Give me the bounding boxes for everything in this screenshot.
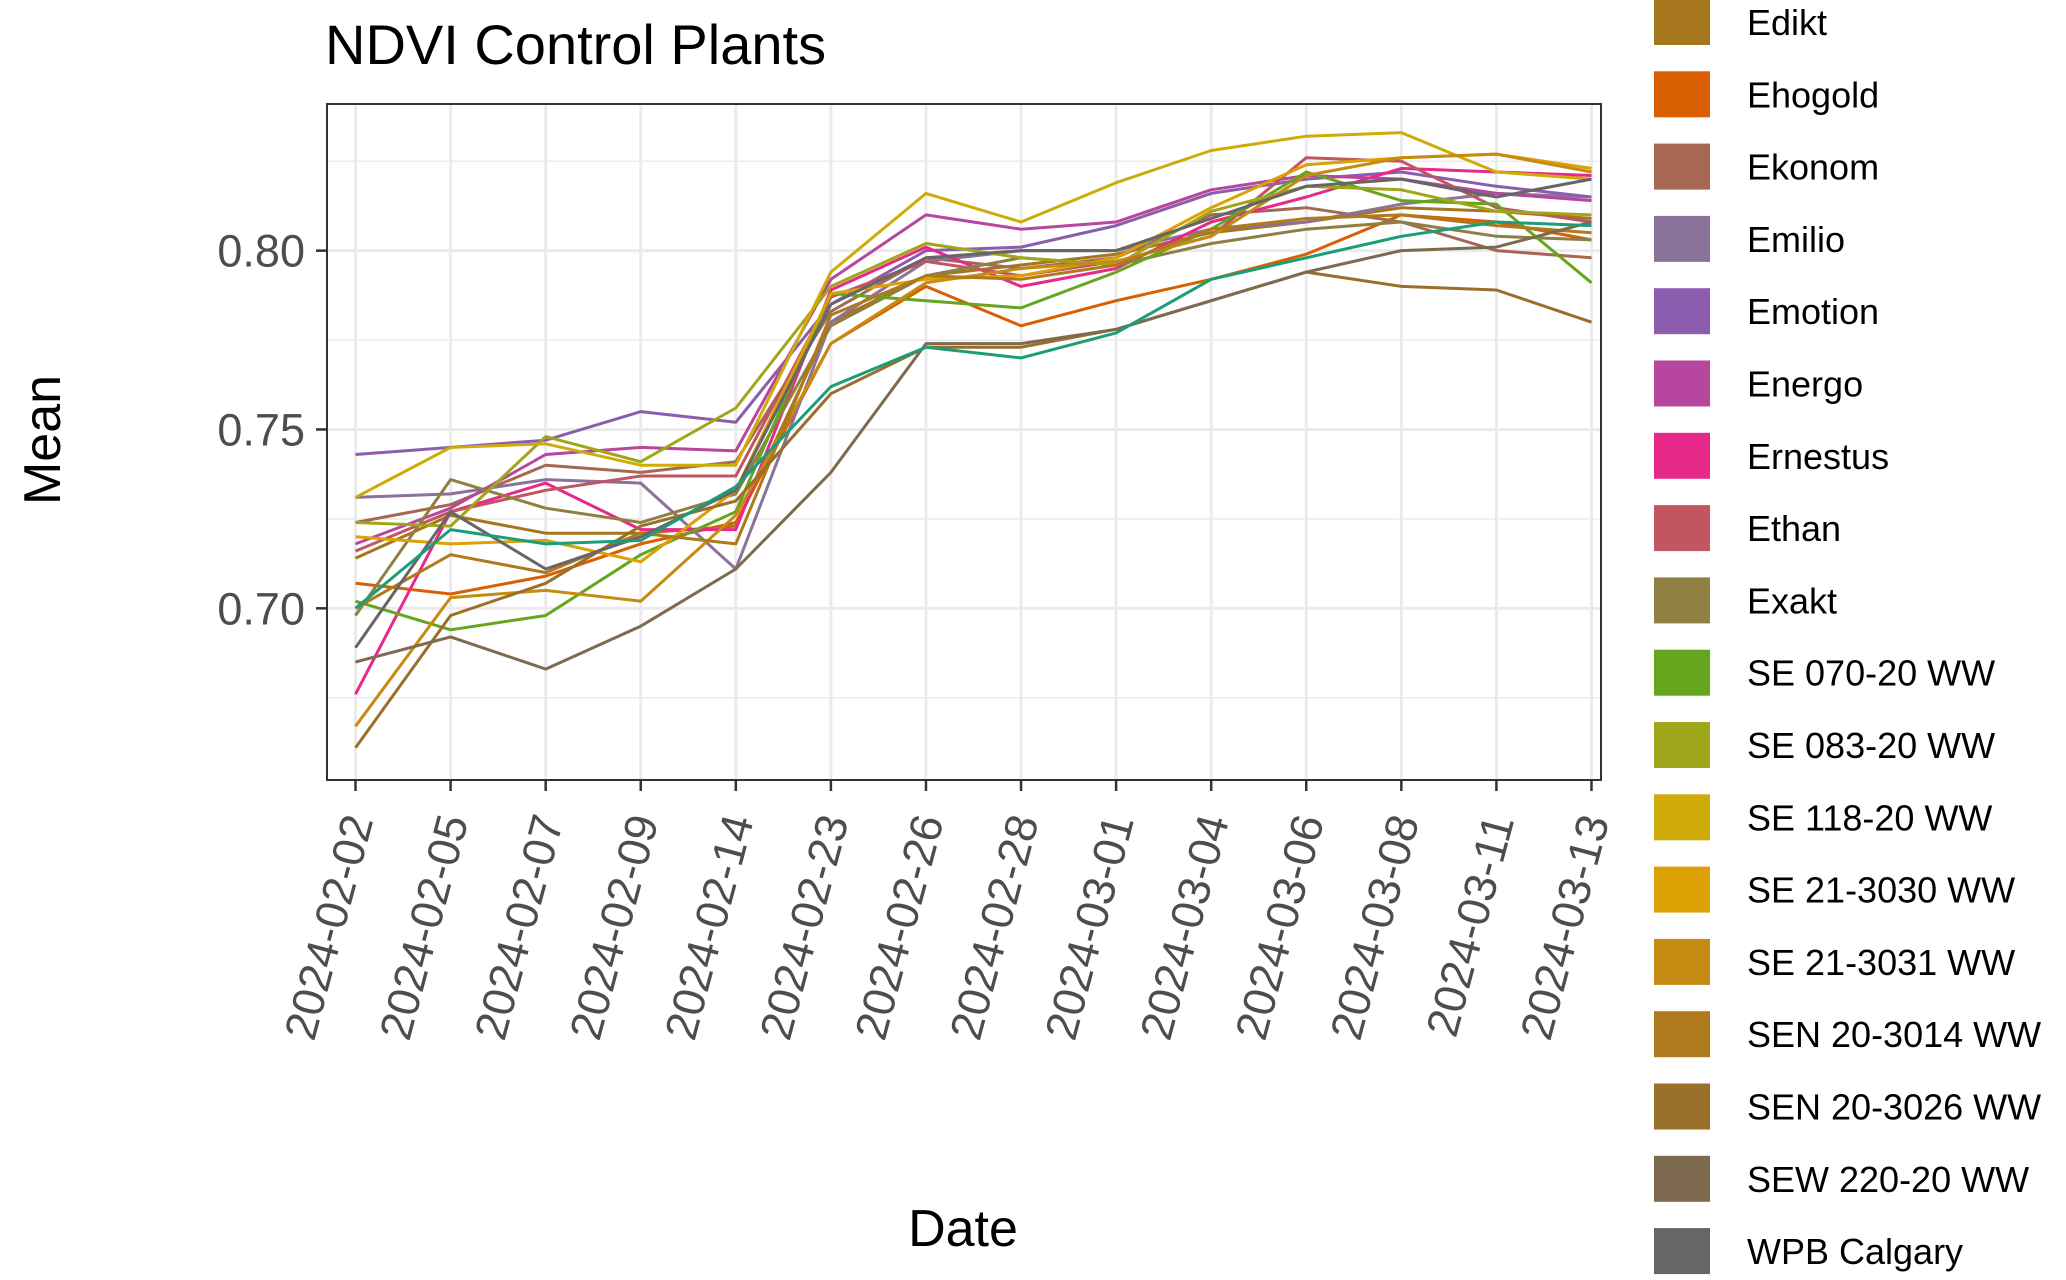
legend-item: Ethan xyxy=(1654,505,1841,552)
legend-item: Emotion xyxy=(1654,288,1879,335)
legend: Edikt Ehogold Ekonom Emilio Emotion Energo Ern… xyxy=(1654,0,2041,1275)
legend-label: SE 083-20 WW xyxy=(1747,725,1995,766)
legend-key xyxy=(1654,1011,1710,1058)
x-axis-label: Date xyxy=(908,1200,1018,1258)
legend-label: SE 070-20 WW xyxy=(1747,653,1995,694)
legend-key xyxy=(1654,288,1710,335)
series-line-se-083-20-ww xyxy=(355,184,1592,528)
series-line-unlabeled-18 xyxy=(354,220,1592,610)
legend-key xyxy=(1654,866,1710,913)
series-line-wpb-calgary xyxy=(354,177,1592,649)
legend-label: SE 21-3030 WW xyxy=(1747,870,2015,911)
series-line-sen-20-3026-ww xyxy=(354,270,1592,749)
legend-item: WPB Calgary xyxy=(1654,1228,1963,1275)
legend-item: SE 070-20 WW xyxy=(1654,649,1995,696)
y-tick-label: 0.80 xyxy=(217,226,305,277)
series-line-energo xyxy=(354,174,1592,546)
legend-label: SEW 220-20 WW xyxy=(1747,1159,2029,1200)
legend-item: SE 118-20 WW xyxy=(1654,794,1992,841)
legend-key xyxy=(1654,1228,1710,1275)
legend-key xyxy=(1654,649,1710,696)
legend-key xyxy=(1654,1083,1710,1130)
legend-key xyxy=(1654,938,1710,985)
legend-label: Emotion xyxy=(1747,291,1879,332)
legend-item: SE 21-3031 WW xyxy=(1654,938,2015,985)
legend-label: Ehogold xyxy=(1747,74,1879,115)
legend-item: Edikt xyxy=(1654,0,1827,45)
series-line-emilio xyxy=(355,191,1592,571)
legend-item: SEN 20-3014 WW xyxy=(1654,1011,2041,1058)
legend-item: Exakt xyxy=(1654,577,1837,624)
legend-label: SE 21-3031 WW xyxy=(1747,942,2015,983)
legend-item: SE 083-20 WW xyxy=(1654,722,1995,768)
legend-item: Emilio xyxy=(1654,215,1845,262)
legend-label: WPB Calgary xyxy=(1747,1231,1963,1272)
legend-item: Ekonom xyxy=(1654,143,1879,190)
series-line-se-21-3031-ww xyxy=(354,152,1592,728)
y-tick-label: 0.70 xyxy=(217,583,305,634)
series-line-exakt xyxy=(354,220,1592,617)
legend-label: SEN 20-3014 WW xyxy=(1747,1014,2041,1055)
chart-title: NDVI Control Plants xyxy=(325,13,826,76)
legend-key xyxy=(1654,505,1710,552)
legend-item: SEN 20-3026 WW xyxy=(1654,1083,2041,1130)
legend-label: Ethan xyxy=(1747,508,1841,549)
series-line-se-070-20-ww xyxy=(355,170,1593,632)
legend-label: Ernestus xyxy=(1747,436,1889,477)
series-line-ekonom xyxy=(355,206,1592,524)
legend-key xyxy=(1654,360,1710,407)
legend-key xyxy=(1654,1155,1710,1202)
legend-item: Ehogold xyxy=(1654,71,1879,118)
legend-label: Ekonom xyxy=(1747,147,1879,188)
legend-key xyxy=(1654,71,1710,118)
legend-key xyxy=(1654,432,1710,479)
legend-label: Exakt xyxy=(1747,580,1837,621)
legend-label: Energo xyxy=(1747,364,1863,405)
legend-key xyxy=(1654,143,1710,190)
legend-label: Edikt xyxy=(1747,2,1827,43)
legend-item: SE 21-3030 WW xyxy=(1654,866,2015,913)
legend-item: SEW 220-20 WW xyxy=(1654,1155,2029,1202)
series-line-ehogold xyxy=(355,213,1592,596)
plot-border xyxy=(326,103,1602,781)
legend-key xyxy=(1654,722,1710,768)
legend-key xyxy=(1654,215,1710,262)
legend-item: Energo xyxy=(1654,360,1863,407)
legend-item: Ernestus xyxy=(1654,432,1889,479)
series-line-sen-20-3014-ww xyxy=(354,213,1592,610)
legend-key xyxy=(1654,794,1710,841)
y-tick-label: 0.75 xyxy=(217,404,305,455)
series-line-sew-220-20-ww xyxy=(355,220,1592,671)
series-line-edikt xyxy=(354,206,1592,560)
legend-label: SE 118-20 WW xyxy=(1747,797,1992,838)
legend-key xyxy=(1654,577,1710,624)
series-line-se-118-20-ww xyxy=(354,131,1592,499)
legend-key xyxy=(1654,0,1710,45)
y-axis-label: Mean xyxy=(14,375,72,505)
legend-label: SEN 20-3026 WW xyxy=(1747,1087,2041,1128)
legend-label: Emilio xyxy=(1747,219,1845,260)
